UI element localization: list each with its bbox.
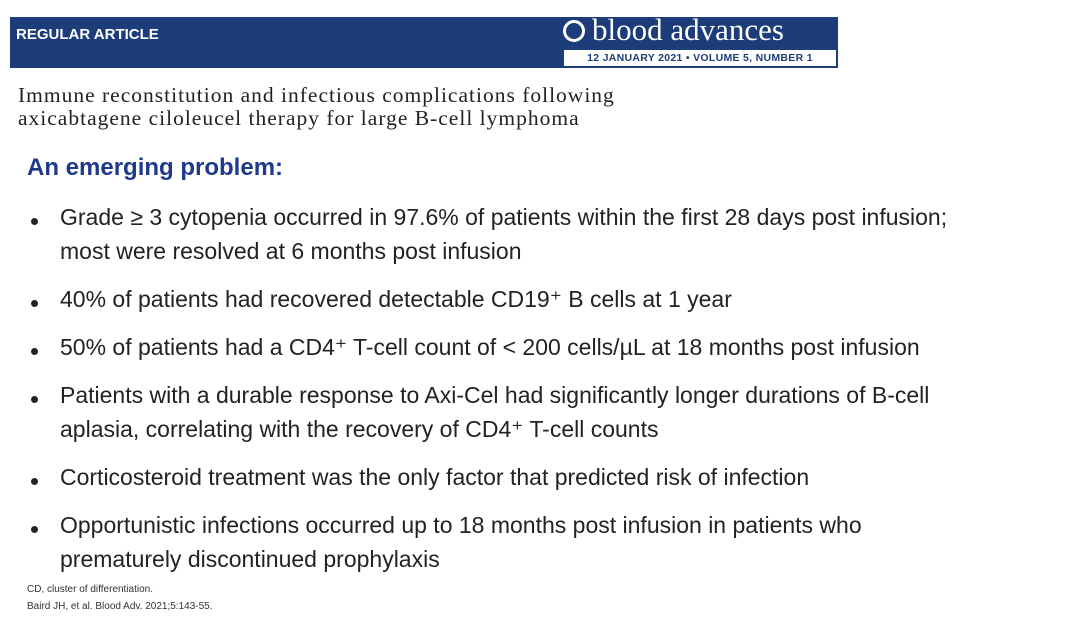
bullet-dot — [31, 218, 38, 225]
bullet-dot — [31, 300, 38, 307]
bullet-text: Corticosteroid treatment was the only fa… — [60, 464, 810, 490]
bullet-dot — [31, 396, 38, 403]
heading: An emerging problem: — [27, 154, 284, 181]
journal-logo — [563, 20, 585, 42]
bullet-dot — [31, 348, 38, 355]
bullet-text: Patients with a durable response to Axi-… — [60, 382, 930, 408]
bullet-text: 50% of patients had a CD4⁺ T-cell count … — [60, 334, 920, 360]
article-title: Immune reconstitution and infectious com… — [18, 83, 615, 107]
bullet-text: most were resolved at 6 months post infu… — [60, 238, 522, 264]
article-title: axicabtagene ciloleucel therapy for larg… — [18, 106, 580, 130]
bullet-dot — [31, 526, 38, 533]
article-type: REGULAR ARTICLE — [16, 26, 159, 43]
issue-info: 12 JANUARY 2021 • VOLUME 5, NUMBER 1 — [564, 50, 836, 66]
footnote: Baird JH, et al. Blood Adv. 2021;5:143-5… — [27, 601, 213, 612]
bullet-dot — [31, 478, 38, 485]
bullet-text: prematurely discontinued prophylaxis — [60, 546, 440, 572]
bullet-text: aplasia, correlating with the recovery o… — [60, 416, 659, 442]
journal-name: blood advances — [592, 12, 784, 47]
footnote: CD, cluster of differentiation. — [27, 584, 153, 595]
bullet-text: Grade ≥ 3 cytopenia occurred in 97.6% of… — [60, 204, 948, 230]
bullet-text: Opportunistic infections occurred up to … — [60, 512, 862, 538]
bullet-text: 40% of patients had recovered detectable… — [60, 286, 732, 312]
